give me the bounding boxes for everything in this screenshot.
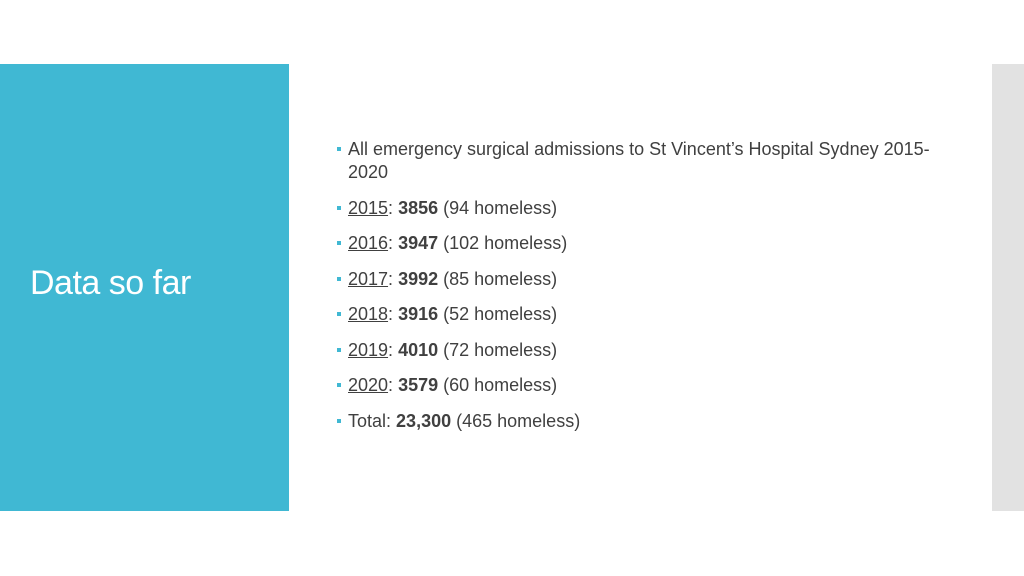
homeless-note: (94 homeless) xyxy=(443,197,558,218)
slide-title: Data so far xyxy=(30,264,191,302)
homeless-note: (102 homeless) xyxy=(443,233,568,253)
year-label: 2017 xyxy=(348,268,389,289)
year-label: 2015 xyxy=(348,197,389,218)
bullet-icon xyxy=(337,205,341,210)
intro-item: All emergency surgical admissions to St … xyxy=(330,138,950,184)
intro-text: All emergency surgical admissions to St … xyxy=(348,139,930,182)
year-item: 2015: 3856 (94 homeless) xyxy=(330,197,950,220)
total-item: Total: 23,300 (465 homeless) xyxy=(330,410,950,433)
homeless-note: (85 homeless) xyxy=(443,268,558,289)
side-bar xyxy=(992,64,1024,511)
year-item: 2017: 3992 (85 homeless) xyxy=(330,268,950,291)
admission-count: 3579 xyxy=(398,375,439,395)
homeless-note: (52 homeless) xyxy=(443,304,558,324)
year-item: 2018: 3916 (52 homeless) xyxy=(330,303,950,326)
total-label: Total: xyxy=(348,410,392,431)
bullet-list: All emergency surgical admissions to St … xyxy=(330,138,950,445)
total-count: 23,300 xyxy=(396,410,452,431)
admission-count: 3856 xyxy=(398,197,439,218)
admission-count: 3916 xyxy=(398,304,439,324)
admission-count: 4010 xyxy=(398,339,439,360)
year-item: 2020: 3579 (60 homeless) xyxy=(330,374,950,397)
homeless-note: (60 homeless) xyxy=(443,375,558,395)
year-label: 2016 xyxy=(348,233,389,253)
bullet-icon xyxy=(337,418,341,423)
bullet-icon xyxy=(337,147,341,151)
year-label: 2019 xyxy=(348,339,389,360)
bullet-icon xyxy=(337,312,341,316)
admission-count: 3992 xyxy=(398,268,439,289)
year-item: 2016: 3947 (102 homeless) xyxy=(330,232,950,255)
title-panel xyxy=(0,64,289,511)
year-label: 2020 xyxy=(348,375,389,395)
bullet-icon xyxy=(337,241,341,245)
homeless-note: (72 homeless) xyxy=(443,339,558,360)
bullet-icon xyxy=(337,383,341,387)
total-homeless-note: (465 homeless) xyxy=(456,410,581,431)
year-item: 2019: 4010 (72 homeless) xyxy=(330,339,950,362)
bullet-icon xyxy=(337,276,341,281)
year-label: 2018 xyxy=(348,304,389,324)
admission-count: 3947 xyxy=(398,233,439,253)
bullet-icon xyxy=(337,347,341,352)
